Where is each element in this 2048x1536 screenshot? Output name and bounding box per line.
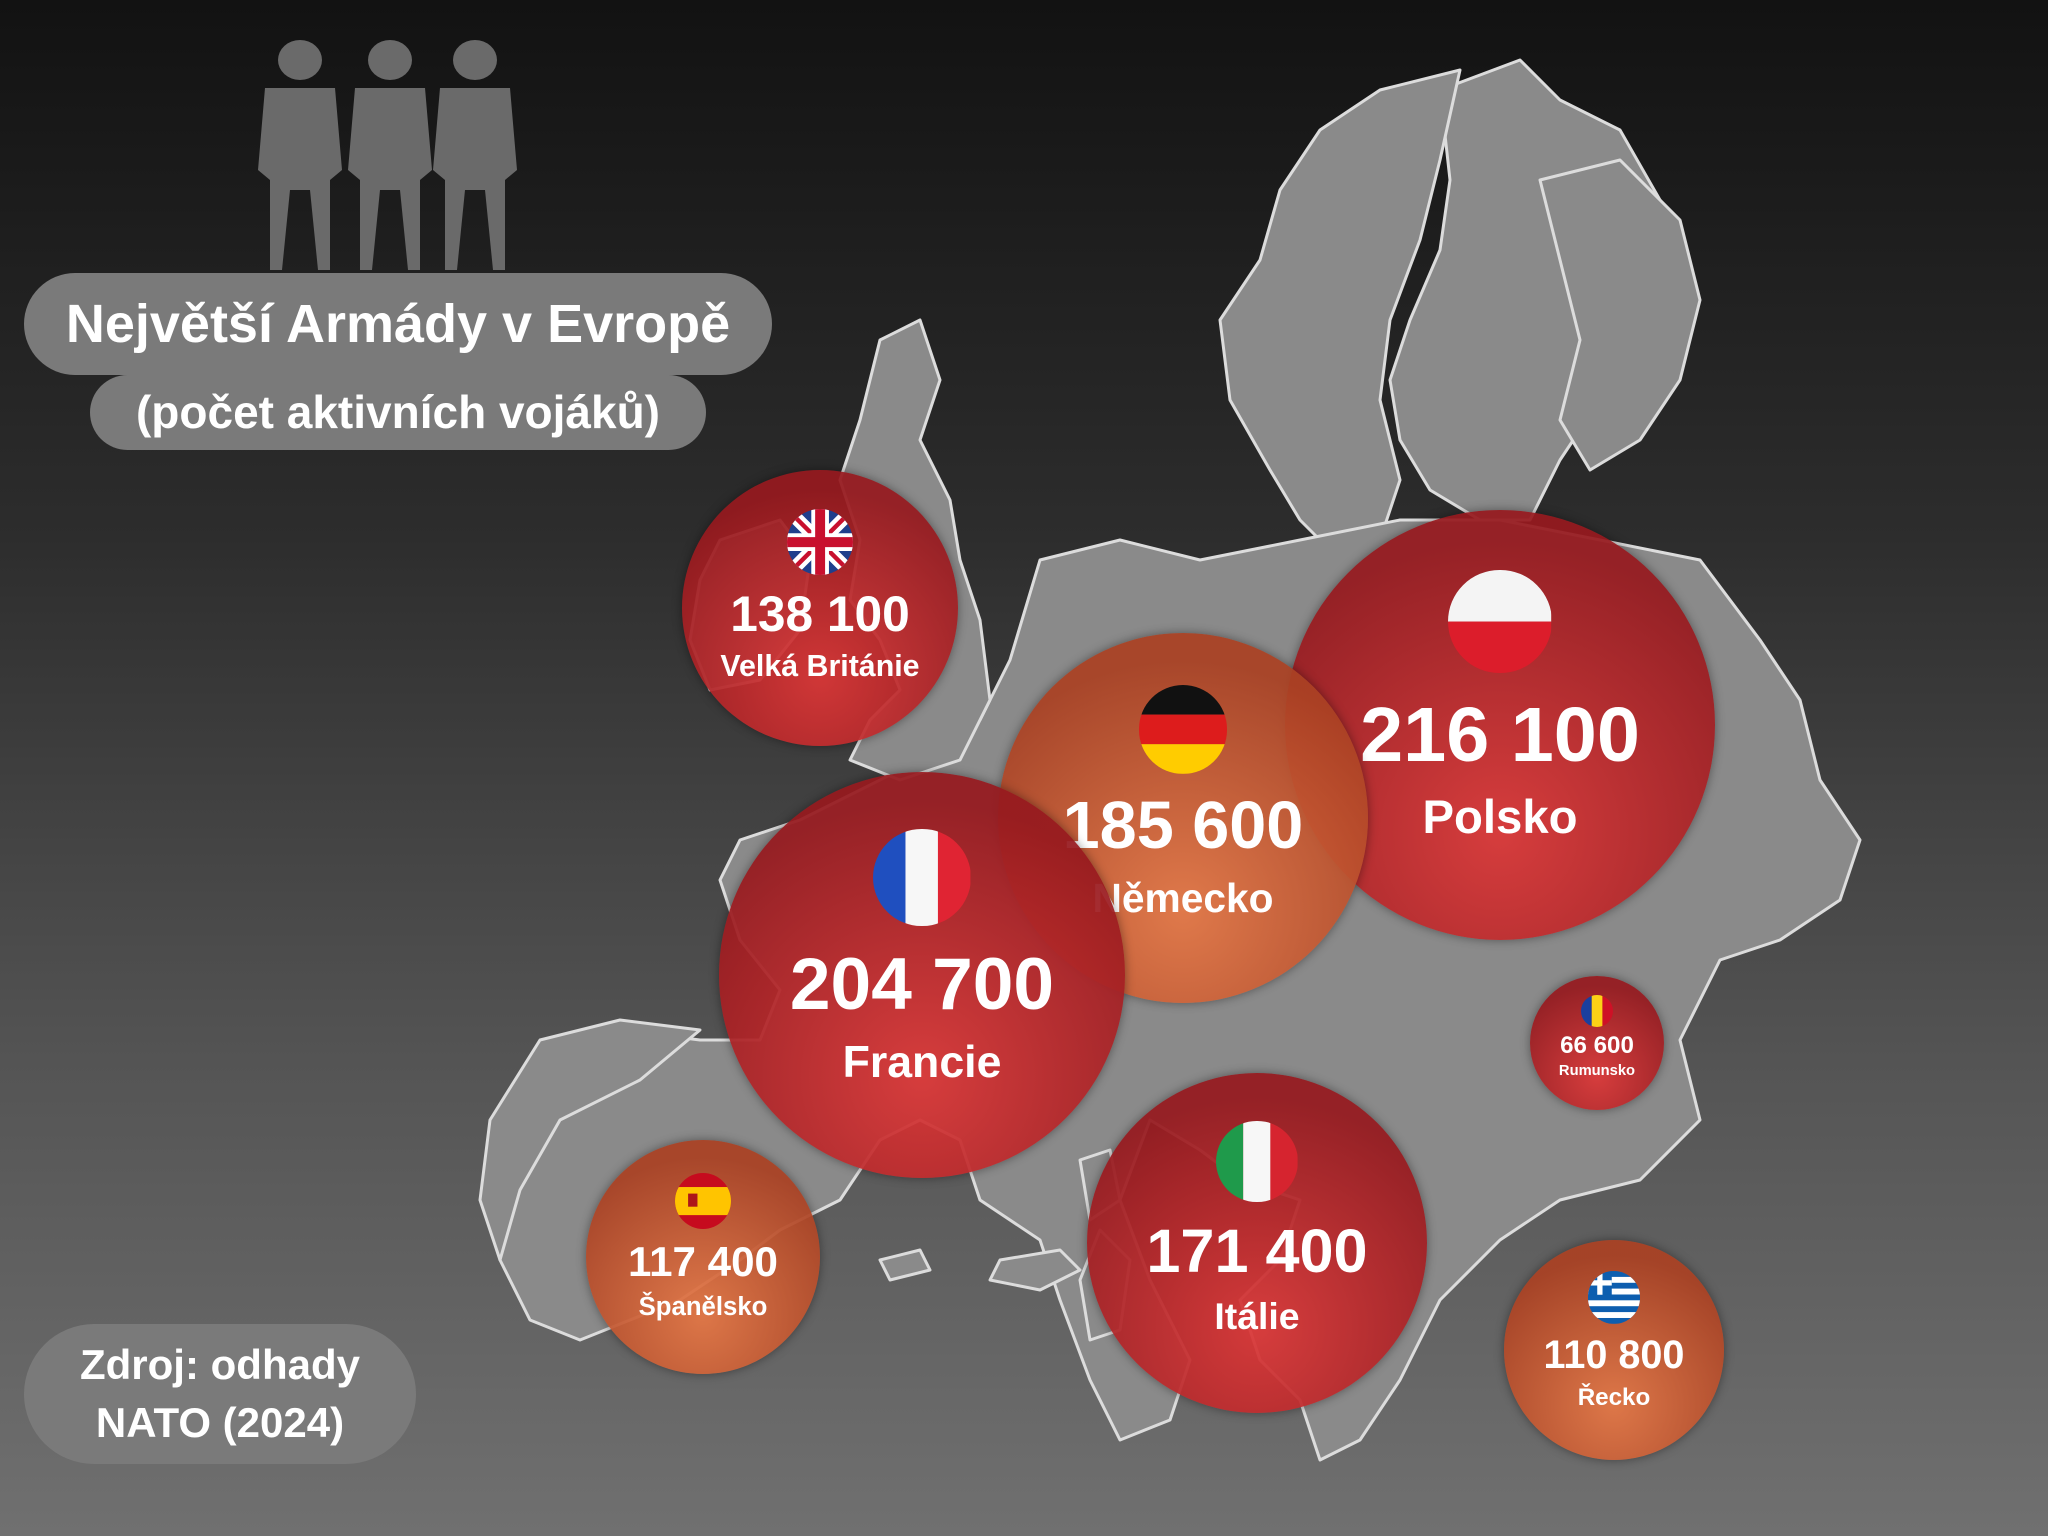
- soldiers-icon: [258, 40, 517, 270]
- de-flag-icon: [1138, 684, 1228, 774]
- ro-flag-icon: [1580, 994, 1614, 1027]
- country-label: Polsko: [1422, 790, 1578, 844]
- fr-flag-icon: [873, 828, 971, 927]
- country-label: Řecko: [1577, 1384, 1651, 1411]
- country-label: Francie: [842, 1037, 1002, 1087]
- country-label: Německo: [1092, 874, 1274, 921]
- source-line-1: Zdroj: odhady: [80, 1341, 360, 1388]
- value-label: 117 400: [628, 1238, 778, 1286]
- bubble-fr: 204 700 Francie: [719, 772, 1125, 1178]
- page-subtitle: (počet aktivních vojáků): [90, 375, 706, 450]
- bubble-es: 117 400 Španělsko: [586, 1140, 820, 1374]
- country-label: Itálie: [1214, 1295, 1300, 1337]
- value-label: 110 800: [1543, 1332, 1685, 1377]
- country-label: Velká Británie: [720, 650, 920, 684]
- bubble-gb: 138 100 Velká Británie: [682, 470, 958, 746]
- pl-flag-icon: [1448, 570, 1552, 674]
- bubble-it: 171 400 Itálie: [1087, 1073, 1427, 1413]
- source-line-2: NATO (2024): [95, 1399, 345, 1446]
- value-label: 216 100: [1360, 691, 1640, 778]
- es-flag-icon: [674, 1172, 732, 1229]
- value-label: 171 400: [1146, 1216, 1368, 1285]
- value-label: 138 100: [730, 586, 910, 643]
- source-note: Zdroj: odhady NATO (2024): [24, 1324, 416, 1464]
- country-label: Rumunsko: [1558, 1063, 1636, 1080]
- bubble-gr: 110 800 Řecko: [1504, 1240, 1724, 1460]
- value-label: 66 600: [1560, 1031, 1634, 1059]
- it-flag-icon: [1216, 1120, 1298, 1203]
- country-label: Španělsko: [638, 1293, 768, 1322]
- value-label: 204 700: [789, 943, 1055, 1025]
- bubble-ro: 66 600 Rumunsko: [1530, 976, 1664, 1110]
- gr-flag-icon: [1587, 1270, 1641, 1324]
- value-label: 185 600: [1062, 789, 1304, 864]
- gb-flag-icon: [786, 508, 854, 575]
- page-title: Největší Armády v Evropě: [24, 273, 772, 375]
